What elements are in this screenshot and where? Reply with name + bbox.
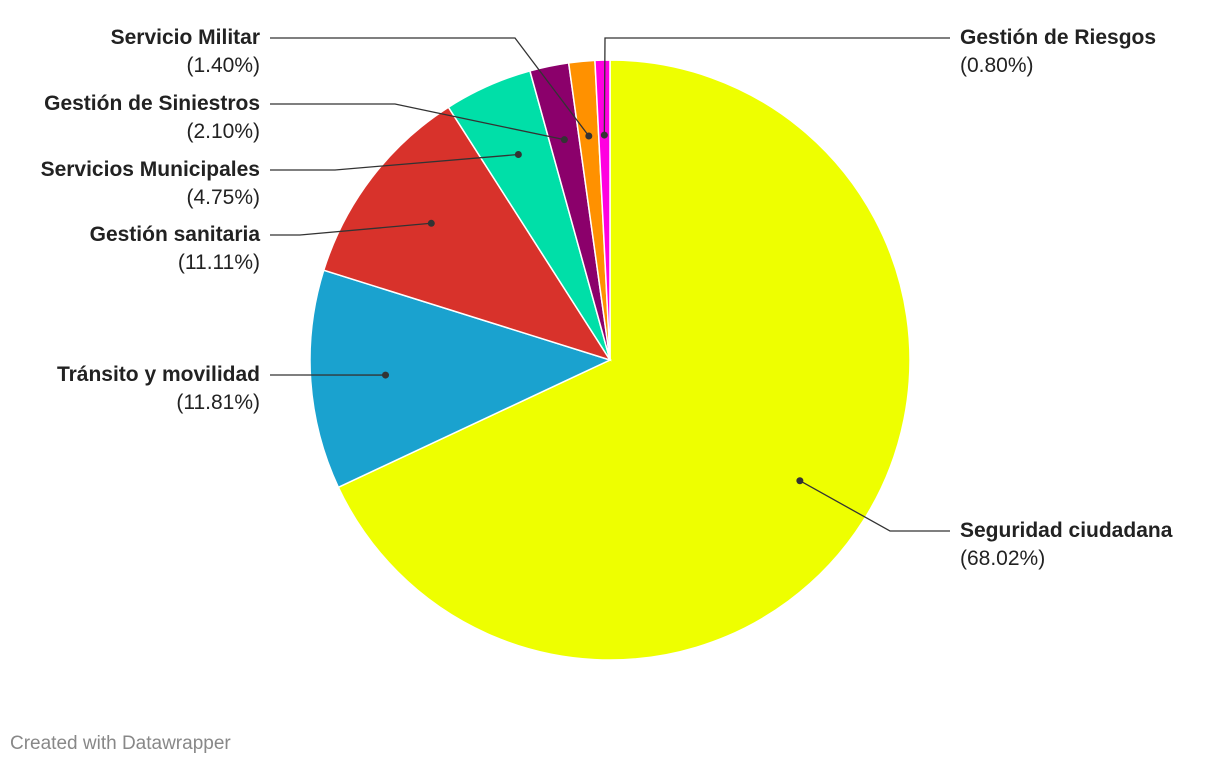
slice-label: Servicio Militar (111, 26, 260, 49)
leader-dot (600, 131, 608, 139)
leader-line (270, 103, 565, 141)
slice-label: Seguridad ciudadana (960, 519, 1173, 542)
leader-line (270, 37, 590, 137)
slice-value: (11.11%) (178, 251, 260, 274)
credit: Created with Datawrapper (10, 733, 231, 754)
slices (309, 59, 911, 661)
slice-value: (0.80%) (960, 54, 1034, 77)
leader-line (799, 480, 950, 532)
leader-dot (585, 132, 593, 140)
leader-line (270, 222, 432, 236)
slice-value: (11.81%) (176, 391, 260, 414)
leader-dot (514, 151, 522, 159)
leader-dot (796, 477, 804, 485)
slice-value: (1.40%) (186, 54, 260, 77)
pie-slice (337, 59, 911, 661)
leader-dot (560, 136, 568, 144)
slice-value: (2.10%) (186, 120, 260, 143)
slice-label: Tránsito y movilidad (57, 363, 260, 386)
leader-line (603, 37, 950, 136)
slice-label: Gestión sanitaria (90, 223, 261, 246)
leader-line (270, 153, 519, 171)
slice-value: (4.75%) (186, 186, 260, 209)
leaders (270, 37, 950, 532)
pie-slice (309, 269, 613, 489)
slice-label: Gestión de Riesgos (960, 26, 1156, 49)
slice-label: Servicios Municipales (41, 158, 260, 181)
leader-dot (382, 371, 390, 379)
leader-dot (427, 219, 435, 227)
pie-slice (322, 106, 612, 362)
slice-label: Gestión de Siniestros (44, 92, 260, 115)
slice-value: (68.02%) (960, 547, 1045, 570)
